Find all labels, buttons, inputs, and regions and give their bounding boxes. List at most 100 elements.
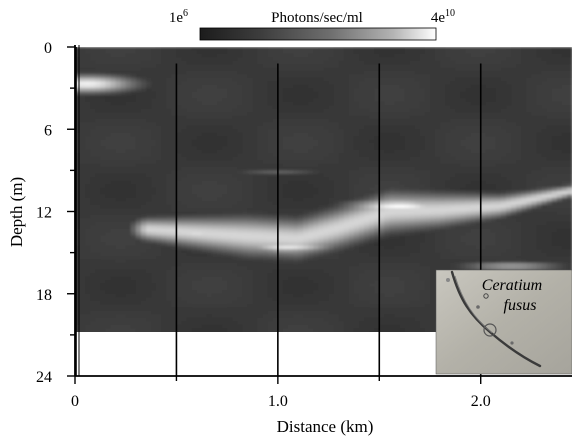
heatmap-cell: [176, 118, 183, 123]
heatmap-cell: [303, 190, 309, 195]
heatmap-cell: [455, 201, 462, 206]
heatmap-cell: [151, 74, 157, 79]
heatmap-cell: [166, 194, 172, 199]
heatmap-cell: [328, 149, 335, 154]
heatmap-cell: [323, 50, 330, 55]
heatmap-cell: [450, 201, 456, 206]
heatmap-cell: [272, 47, 279, 52]
heatmap-cell: [171, 197, 178, 202]
heatmap-cell: [511, 160, 517, 165]
heatmap-cell: [171, 118, 178, 123]
heatmap-cell: [379, 77, 385, 82]
heatmap-cell: [465, 214, 472, 219]
heatmap-cell: [80, 214, 86, 219]
heatmap-cell: [293, 67, 299, 72]
heatmap-cell: [424, 136, 431, 141]
heatmap-cell: [135, 122, 142, 127]
heatmap-cell: [318, 136, 325, 141]
heatmap-cell: [531, 53, 538, 58]
heatmap-cell: [546, 132, 553, 137]
heatmap-cell: [222, 84, 228, 89]
heatmap-cell: [409, 91, 416, 96]
heatmap-cell: [348, 142, 355, 147]
heatmap-cell: [151, 57, 157, 62]
heatmap-cell: [232, 170, 238, 175]
heatmap-cell: [110, 132, 117, 137]
heatmap-cell: [166, 81, 172, 86]
heatmap-cell: [130, 53, 137, 58]
heatmap-cell: [359, 125, 365, 130]
heatmap-cell: [196, 108, 203, 113]
heatmap-cell: [551, 122, 558, 127]
heatmap-cell: [430, 50, 436, 55]
heatmap-cell: [384, 197, 391, 202]
heatmap-cell: [566, 149, 572, 154]
heatmap-cell: [186, 74, 193, 79]
heatmap-cell: [293, 91, 299, 96]
heatmap-cell: [237, 136, 243, 141]
heatmap-cell: [252, 118, 259, 123]
heatmap-cell: [120, 204, 127, 209]
heatmap-cell: [171, 173, 178, 178]
heatmap-cell: [353, 132, 360, 137]
heatmap-cell: [313, 184, 320, 189]
heatmap-cell: [191, 214, 198, 219]
heatmap-cell: [272, 91, 279, 96]
heatmap-cell: [227, 208, 233, 213]
heatmap-cell: [541, 125, 548, 130]
heatmap-cell: [247, 149, 254, 154]
heatmap-cell: [501, 108, 507, 113]
heatmap-cell: [506, 98, 512, 103]
heatmap-cell: [526, 122, 533, 127]
heatmap-cell: [237, 208, 243, 213]
heatmap-cell: [217, 108, 223, 113]
heatmap-cell: [151, 208, 157, 213]
heatmap-cell: [506, 122, 512, 127]
heatmap-cell: [196, 208, 203, 213]
heatmap-cell: [247, 122, 254, 127]
heatmap-cell: [404, 67, 411, 72]
heatmap-cell: [140, 166, 147, 171]
heatmap-cell: [85, 105, 91, 110]
heatmap-cell: [308, 115, 314, 120]
heatmap-cell: [125, 166, 132, 171]
heatmap-cell: [348, 197, 355, 202]
heatmap-cell: [237, 177, 243, 182]
heatmap-cell: [80, 94, 86, 100]
heatmap-cell: [399, 149, 406, 154]
heatmap-cell: [460, 170, 467, 175]
heatmap-cell: [359, 118, 365, 123]
heatmap-cell: [257, 211, 264, 216]
heatmap-cell: [80, 98, 86, 103]
heatmap-cell: [298, 88, 304, 93]
heatmap-cell: [485, 156, 492, 161]
heatmap-cell: [191, 118, 198, 123]
heatmap-cell: [110, 156, 117, 161]
heatmap-cell: [282, 136, 289, 141]
heatmap-cell: [318, 170, 325, 175]
heatmap-cell: [277, 74, 284, 79]
heatmap-cell: [404, 88, 411, 93]
heatmap-cell: [85, 208, 91, 213]
heatmap-cell: [521, 149, 527, 154]
heatmap-cell: [566, 105, 572, 110]
heatmap-cell: [359, 74, 365, 79]
heatmap-cell: [191, 136, 198, 141]
heatmap-cell: [379, 84, 385, 89]
heatmap-cell: [95, 139, 101, 144]
heatmap-cell: [556, 190, 563, 195]
heatmap-cell: [485, 77, 492, 82]
heatmap-cell: [262, 91, 269, 96]
heatmap-cell: [282, 101, 289, 106]
heatmap-cell: [308, 204, 314, 209]
heatmap-cell: [308, 156, 314, 161]
heatmap-cell: [115, 53, 122, 58]
heatmap-cell: [516, 112, 522, 117]
heatmap-cell: [419, 132, 426, 137]
heatmap-cell: [409, 64, 416, 69]
heatmap-cell: [100, 173, 107, 178]
heatmap-cell: [465, 163, 472, 168]
heatmap-cell: [181, 139, 188, 144]
heatmap-cell: [419, 139, 426, 144]
heatmap-cell: [445, 108, 451, 113]
